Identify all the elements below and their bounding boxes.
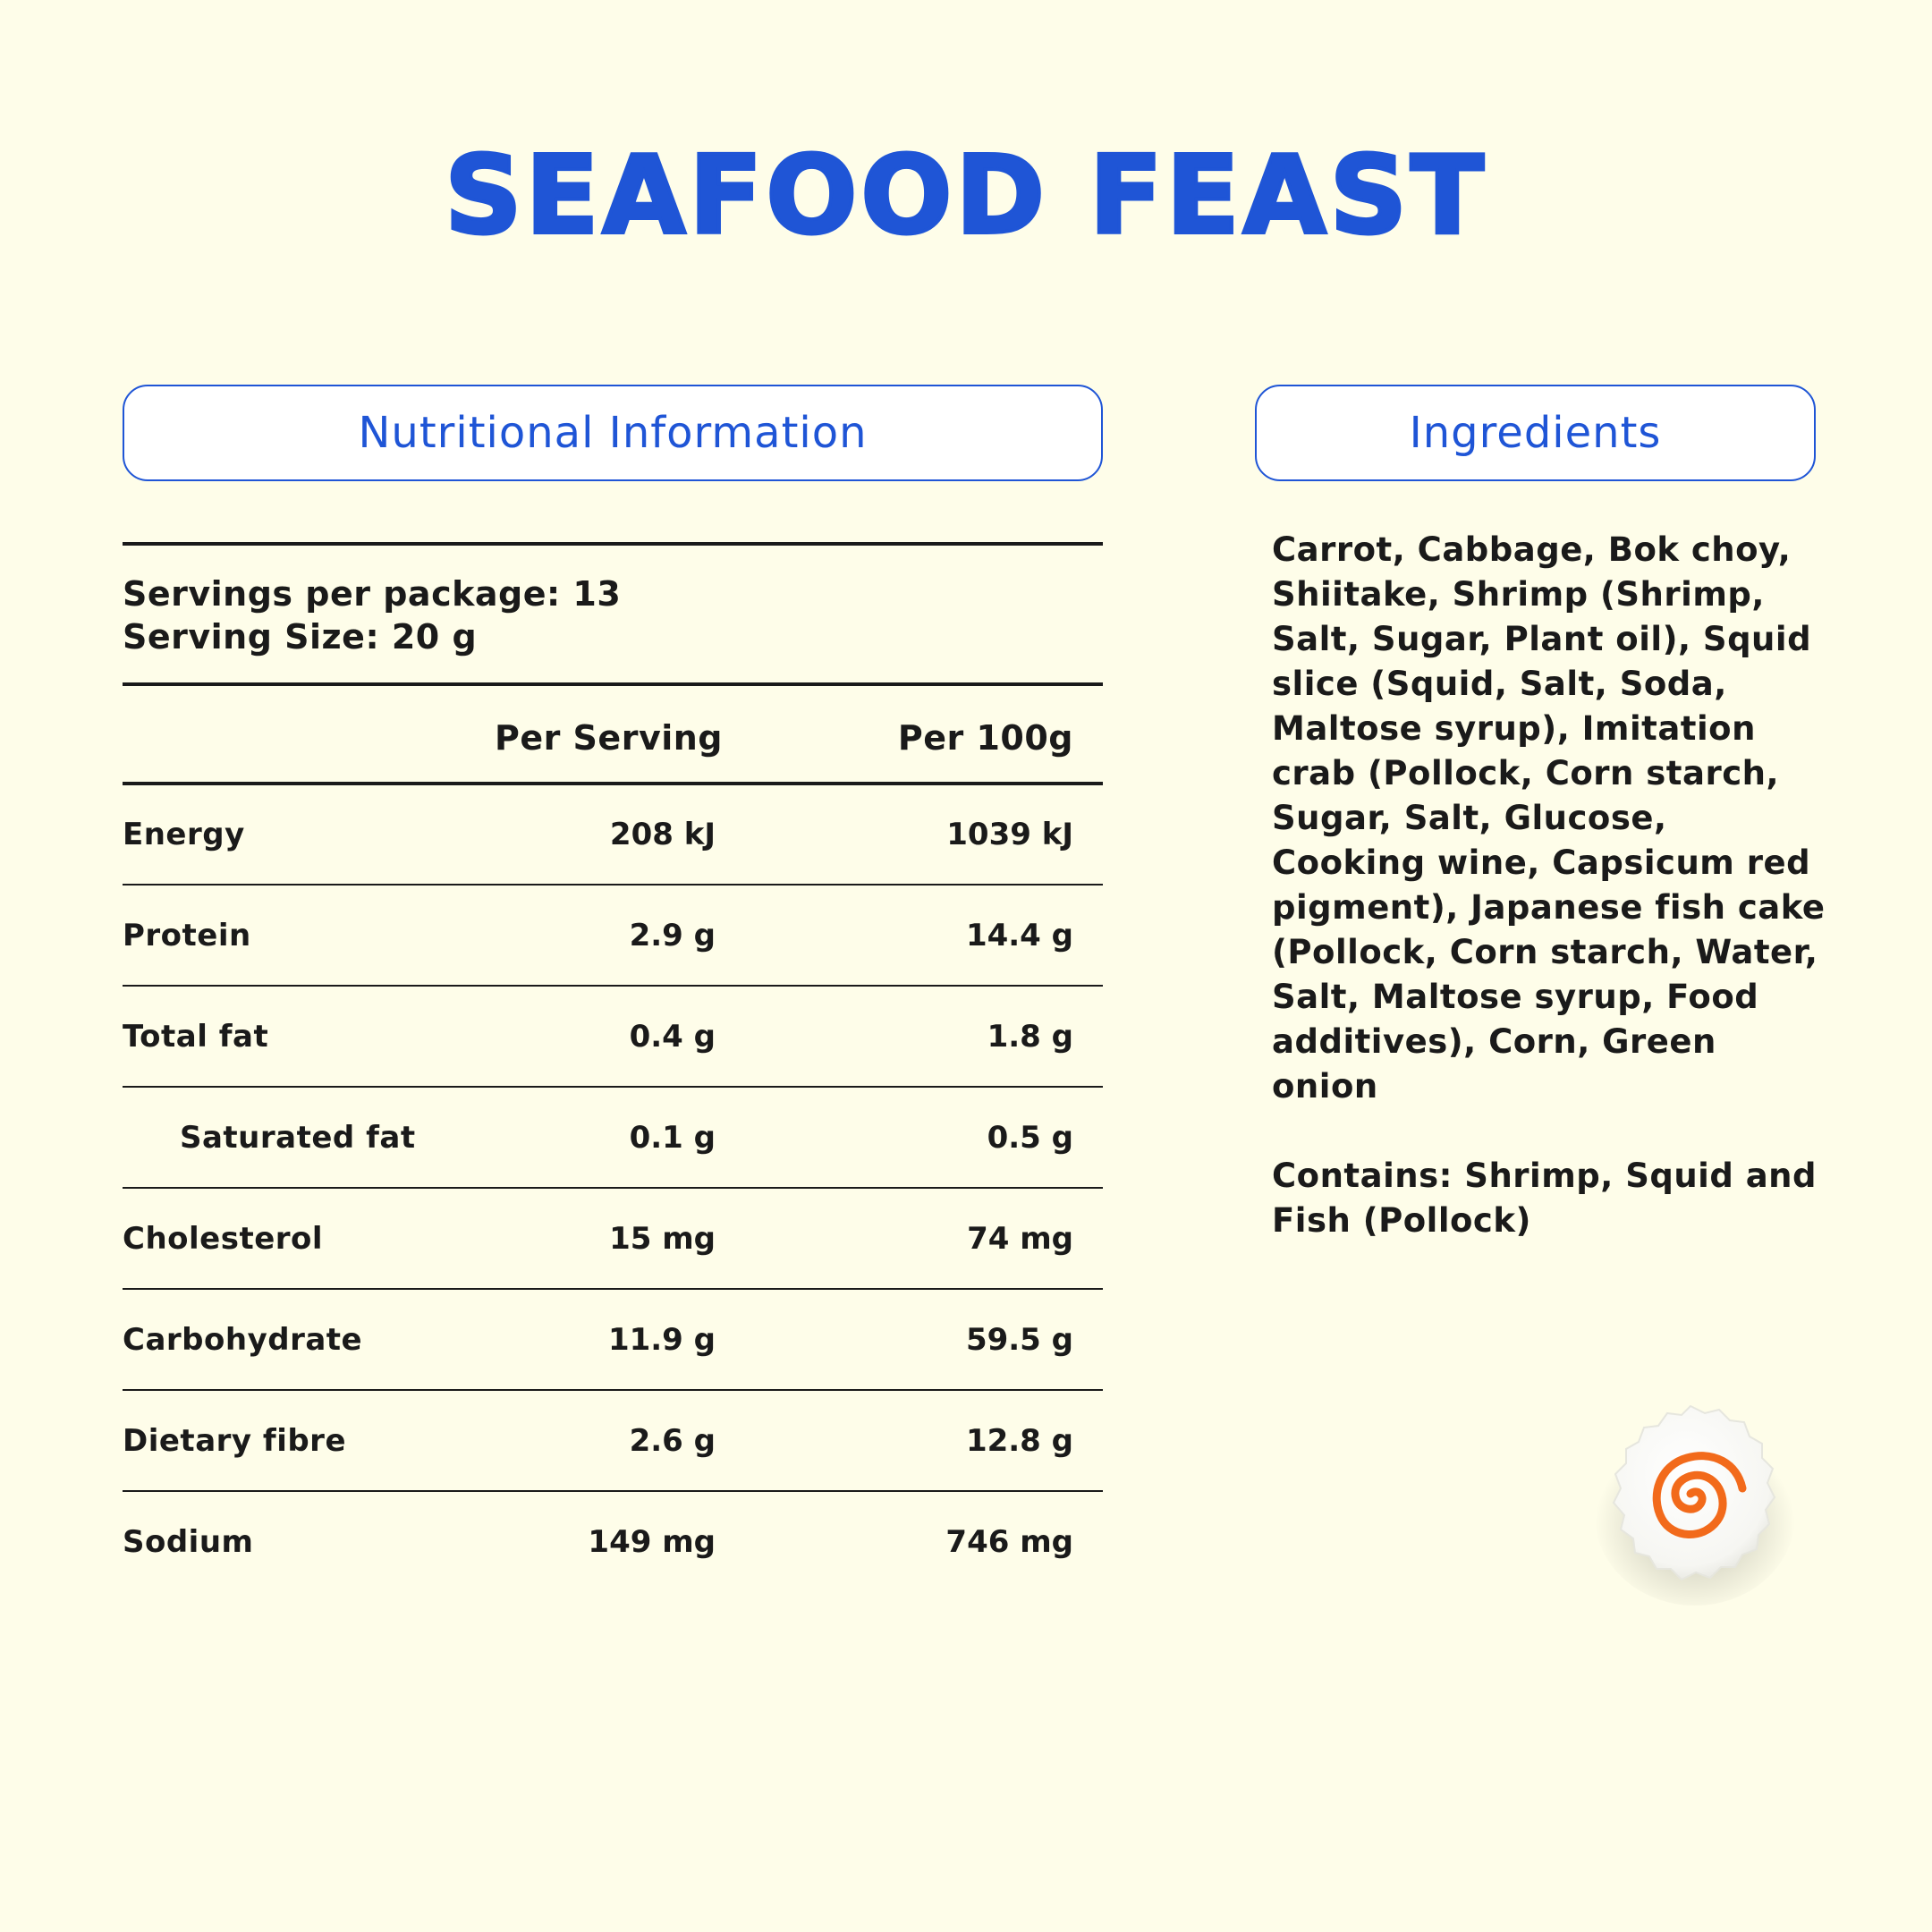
divider bbox=[123, 1086, 1103, 1088]
divider bbox=[123, 1288, 1103, 1290]
table-row: Energy 208 kJ 1039 kJ bbox=[123, 784, 1103, 885]
per-serving-value: 2.6 g bbox=[629, 1423, 716, 1459]
page-title: SEAFOOD FEAST bbox=[443, 132, 1487, 260]
fish-cake-icon bbox=[1583, 1395, 1798, 1610]
per-100g-value: 746 mg bbox=[945, 1524, 1073, 1560]
per-100g-value: 1.8 g bbox=[987, 1019, 1073, 1055]
ingredients-heading-label: Ingredients bbox=[1409, 408, 1662, 458]
per-serving-value: 208 kJ bbox=[609, 817, 716, 852]
column-header-per-serving: Per Serving bbox=[494, 718, 723, 758]
ingredients-text: Carrot, Cabbage, Bok choy, Shiitake, Shr… bbox=[1272, 528, 1826, 1288]
nutrition-heading-label: Nutritional Information bbox=[358, 408, 868, 458]
nutrient-name: Protein bbox=[123, 918, 251, 953]
table-row: Sodium 149 mg 746 mg bbox=[123, 1492, 1103, 1592]
table-row: Saturated fat 0.1 g 0.5 g bbox=[123, 1088, 1103, 1188]
divider bbox=[123, 985, 1103, 987]
nutrient-name: Saturated fat bbox=[180, 1120, 416, 1156]
table-row: Dietary fibre 2.6 g 12.8 g bbox=[123, 1391, 1103, 1491]
divider bbox=[123, 542, 1103, 546]
divider bbox=[123, 1187, 1103, 1189]
column-header-per-100g: Per 100g bbox=[897, 718, 1073, 758]
servings-per-package: Servings per package: 13 bbox=[123, 574, 622, 614]
nutrient-name: Carbohydrate bbox=[123, 1322, 363, 1358]
per-100g-value: 74 mg bbox=[967, 1221, 1073, 1257]
per-serving-value: 2.9 g bbox=[629, 918, 716, 953]
per-100g-value: 14.4 g bbox=[965, 918, 1073, 953]
divider bbox=[123, 884, 1103, 886]
nutrient-name: Energy bbox=[123, 817, 245, 852]
per-100g-value: 12.8 g bbox=[965, 1423, 1073, 1459]
table-row: Total fat 0.4 g 1.8 g bbox=[123, 987, 1103, 1087]
nutrient-name: Total fat bbox=[123, 1019, 269, 1055]
per-100g-value: 59.5 g bbox=[965, 1322, 1073, 1358]
per-100g-value: 1039 kJ bbox=[946, 817, 1073, 852]
per-serving-value: 11.9 g bbox=[607, 1322, 716, 1358]
allergen-statement: Contains: Shrimp, Squid and Fish (Polloc… bbox=[1272, 1157, 1818, 1240]
per-serving-value: 149 mg bbox=[588, 1524, 716, 1560]
nutrient-name: Cholesterol bbox=[123, 1221, 324, 1257]
nutrient-name: Sodium bbox=[123, 1524, 254, 1560]
divider bbox=[123, 682, 1103, 686]
divider bbox=[123, 1490, 1103, 1492]
table-row: Carbohydrate 11.9 g 59.5 g bbox=[123, 1290, 1103, 1390]
nutrition-heading: Nutritional Information bbox=[123, 385, 1103, 481]
divider bbox=[123, 782, 1103, 785]
per-serving-value: 15 mg bbox=[609, 1221, 716, 1257]
per-serving-value: 0.4 g bbox=[629, 1019, 716, 1055]
ingredients-heading: Ingredients bbox=[1255, 385, 1816, 481]
table-row: Protein 2.9 g 14.4 g bbox=[123, 886, 1103, 986]
table-row: Cholesterol 15 mg 74 mg bbox=[123, 1189, 1103, 1289]
per-serving-value: 0.1 g bbox=[629, 1120, 716, 1156]
per-100g-value: 0.5 g bbox=[987, 1120, 1073, 1156]
nutrient-name: Dietary fibre bbox=[123, 1423, 347, 1459]
divider bbox=[123, 1389, 1103, 1391]
ingredients-list: Carrot, Cabbage, Bok choy, Shiitake, Shr… bbox=[1272, 530, 1826, 1106]
serving-info: Servings per package: 13 Serving Size: 2… bbox=[123, 572, 621, 658]
serving-size: Serving Size: 20 g bbox=[123, 617, 478, 657]
